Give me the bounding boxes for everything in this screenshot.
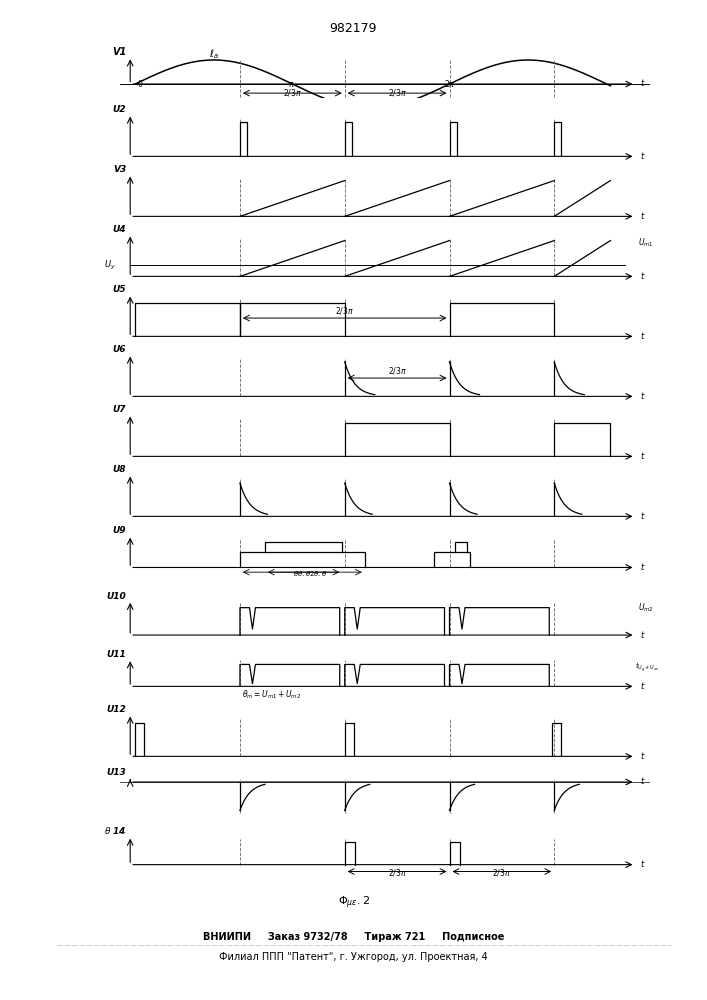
Text: U12: U12 xyxy=(107,705,126,714)
Text: t: t xyxy=(641,332,643,341)
Text: t: t xyxy=(641,212,643,221)
Text: $2/3\pi$: $2/3\pi$ xyxy=(283,88,302,99)
Text: $2/3\pi$: $2/3\pi$ xyxy=(335,305,354,316)
Text: U8: U8 xyxy=(112,465,126,474)
Text: $t_{U_g+U_{on}}$: $t_{U_g+U_{on}}$ xyxy=(636,661,660,674)
Text: $2/3\pi$: $2/3\pi$ xyxy=(492,867,511,878)
Text: $U_{m2}$: $U_{m2}$ xyxy=(638,601,653,614)
Text: $\Phi_{\mu\varepsilon}. 2$: $\Phi_{\mu\varepsilon}. 2$ xyxy=(337,895,370,911)
Text: $\theta_m = U_{m1} + U_{m2}$: $\theta_m = U_{m1} + U_{m2}$ xyxy=(243,688,301,701)
Text: $\ell_a$: $\ell_a$ xyxy=(209,48,218,61)
Text: $\theta$ 14: $\theta$ 14 xyxy=(103,825,126,836)
Text: U10: U10 xyxy=(107,592,126,601)
Text: 0: 0 xyxy=(138,80,143,89)
Text: U13: U13 xyxy=(107,768,126,777)
Text: t: t xyxy=(641,563,643,572)
Text: U7: U7 xyxy=(112,405,126,414)
Text: t: t xyxy=(641,452,643,461)
Text: t: t xyxy=(641,778,643,787)
Text: $2/3\pi$: $2/3\pi$ xyxy=(387,867,407,878)
Text: t: t xyxy=(641,392,643,401)
Text: t: t xyxy=(641,682,643,691)
Text: t: t xyxy=(641,152,643,161)
Text: π: π xyxy=(289,80,293,89)
Text: Филиал ППП "Патент", г. Ужгород, ул. Проектная, 4: Филиал ППП "Патент", г. Ужгород, ул. Про… xyxy=(219,952,488,962)
Text: 2π: 2π xyxy=(445,80,454,89)
Text: U2: U2 xyxy=(112,105,126,114)
Text: $U_{m1}$: $U_{m1}$ xyxy=(638,236,653,249)
Text: $2\theta.\theta$: $2\theta.\theta$ xyxy=(310,569,328,578)
Text: t: t xyxy=(641,631,643,640)
Text: 982179: 982179 xyxy=(329,22,378,35)
Text: U11: U11 xyxy=(107,650,126,659)
Text: t: t xyxy=(641,512,643,521)
Text: U6: U6 xyxy=(112,345,126,354)
Text: t: t xyxy=(641,272,643,281)
Text: t: t xyxy=(641,752,643,761)
Text: V3: V3 xyxy=(113,165,126,174)
Text: t: t xyxy=(641,80,643,89)
Text: ВНИИПИ     Заказ 9732/78     Тираж 721     Подписное: ВНИИПИ Заказ 9732/78 Тираж 721 Подписное xyxy=(203,932,504,942)
Text: t: t xyxy=(641,860,643,869)
Text: U5: U5 xyxy=(112,285,126,294)
Text: U9: U9 xyxy=(112,526,126,535)
Text: $2/3\pi$: $2/3\pi$ xyxy=(387,365,407,376)
Text: U4: U4 xyxy=(112,225,126,234)
Text: $2/3\pi$: $2/3\pi$ xyxy=(387,88,407,99)
Text: $\theta\theta.\theta$: $\theta\theta.\theta$ xyxy=(293,569,312,578)
Text: $U_y$: $U_y$ xyxy=(103,259,115,272)
Text: V1: V1 xyxy=(112,47,126,57)
